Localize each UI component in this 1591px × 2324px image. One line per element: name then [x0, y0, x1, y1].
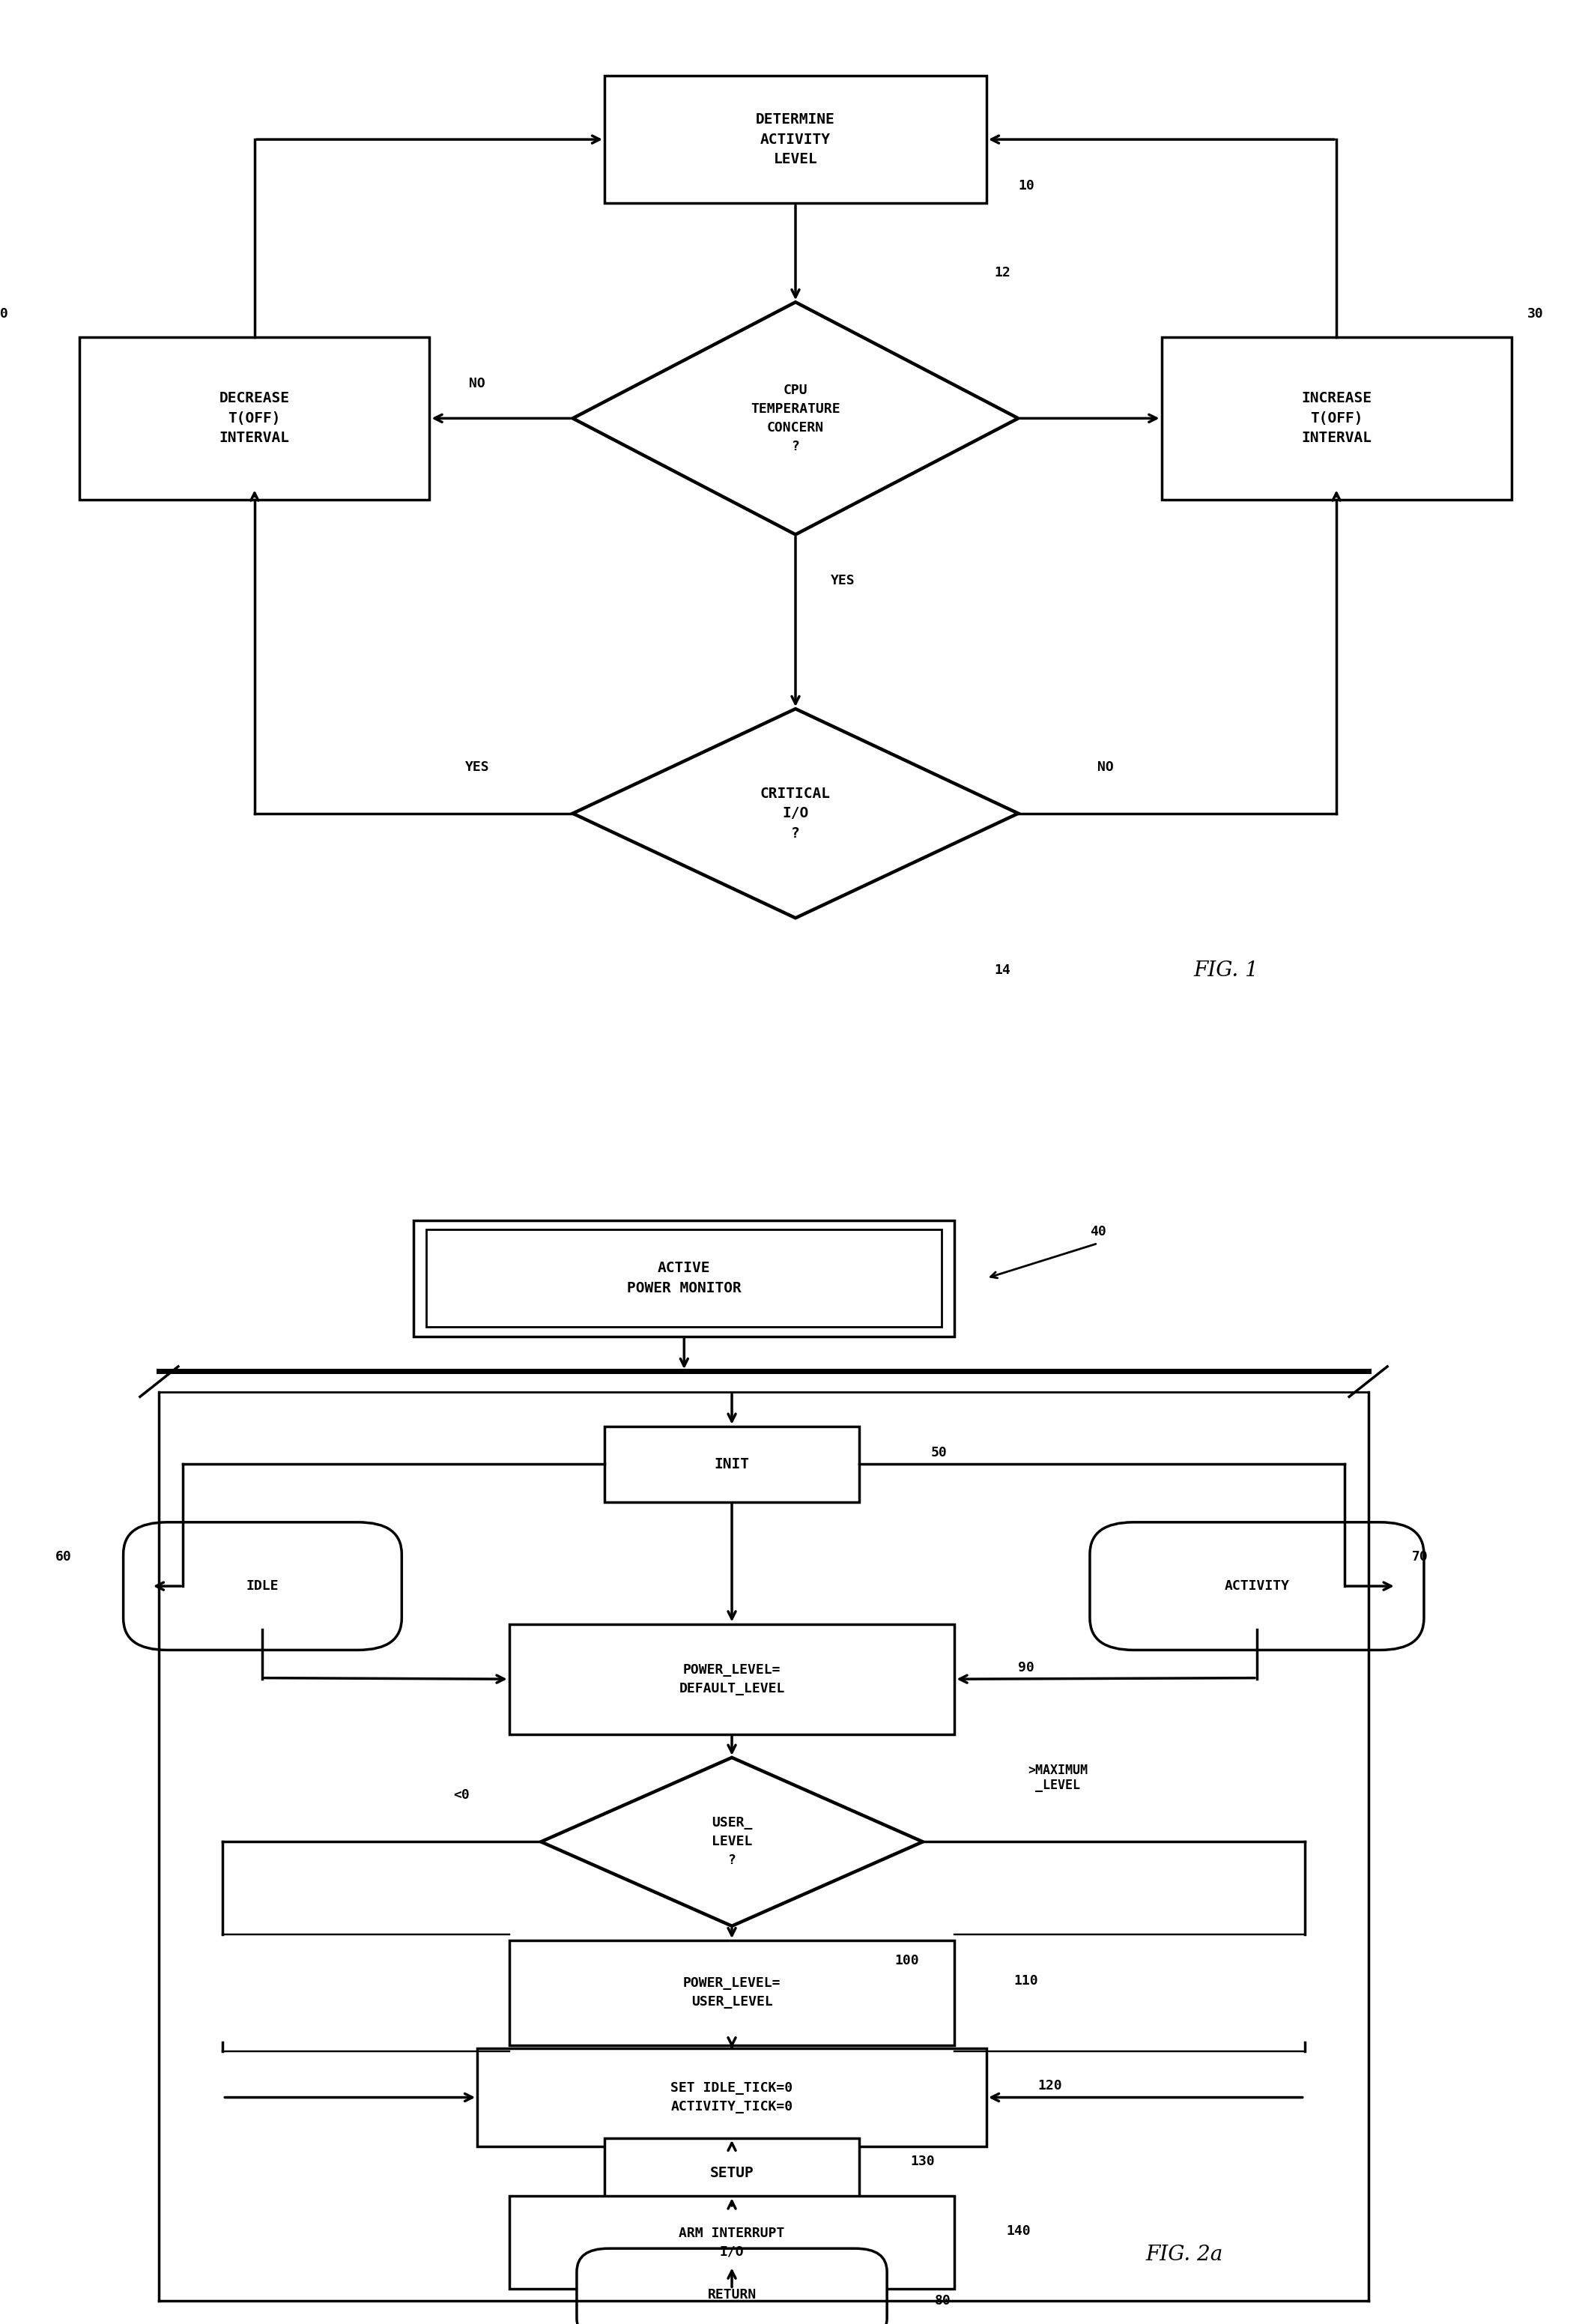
Bar [477, 2047, 986, 2147]
Text: 10: 10 [1018, 179, 1034, 193]
Bar [80, 337, 430, 500]
Bar [1161, 337, 1511, 500]
Text: RETURN: RETURN [708, 2289, 756, 2301]
Text: CPU
TEMPERATURE
CONCERN
?: CPU TEMPERATURE CONCERN ? [751, 383, 840, 453]
Text: YES: YES [831, 574, 856, 588]
Text: ACTIVE
POWER MONITOR: ACTIVE POWER MONITOR [627, 1262, 741, 1294]
FancyBboxPatch shape [1090, 1522, 1424, 1650]
Text: NO: NO [469, 376, 485, 390]
Text: 140: 140 [1006, 2224, 1031, 2238]
Text: 50: 50 [931, 1446, 947, 1459]
Bar [509, 1941, 955, 2045]
Polygon shape [573, 302, 1018, 535]
Text: <0: <0 [453, 1789, 469, 1801]
Text: 130: 130 [910, 2154, 936, 2168]
Text: 70: 70 [1411, 1550, 1429, 1564]
Text: >MAXIMUM
_LEVEL: >MAXIMUM _LEVEL [1028, 1764, 1088, 1792]
FancyBboxPatch shape [576, 2250, 886, 2324]
Text: SET IDLE_TICK=0
ACTIVITY_TICK=0: SET IDLE_TICK=0 ACTIVITY_TICK=0 [671, 2082, 792, 2113]
Text: POWER_LEVEL=
DEFAULT_LEVEL: POWER_LEVEL= DEFAULT_LEVEL [679, 1664, 784, 1694]
Text: 110: 110 [1013, 1975, 1039, 1987]
Polygon shape [541, 1757, 923, 1927]
Text: DECREASE
T(OFF)
INTERVAL: DECREASE T(OFF) INTERVAL [220, 390, 290, 446]
FancyBboxPatch shape [124, 1522, 401, 1650]
Text: 30: 30 [1527, 307, 1543, 321]
Text: POWER_LEVEL=
USER_LEVEL: POWER_LEVEL= USER_LEVEL [683, 1978, 781, 2008]
Bar [605, 1427, 859, 1501]
Bar [509, 1624, 955, 1734]
Text: FIG. 1: FIG. 1 [1193, 960, 1258, 981]
Text: 40: 40 [1090, 1225, 1106, 1239]
Text: DETERMINE
ACTIVITY
LEVEL: DETERMINE ACTIVITY LEVEL [756, 112, 835, 167]
Text: 20: 20 [0, 307, 8, 321]
Text: ARM INTERRUPT
I/O: ARM INTERRUPT I/O [679, 2226, 784, 2259]
Text: 14: 14 [994, 964, 1010, 976]
Text: SETUP: SETUP [710, 2166, 754, 2180]
Bar [605, 74, 986, 205]
Text: INCREASE
T(OFF)
INTERVAL: INCREASE T(OFF) INTERVAL [1301, 390, 1371, 446]
Text: INIT: INIT [714, 1457, 749, 1471]
Polygon shape [573, 709, 1018, 918]
Bar [509, 2196, 955, 2289]
Text: USER_
LEVEL
?: USER_ LEVEL ? [711, 1817, 753, 1866]
Text: IDLE: IDLE [247, 1580, 278, 1592]
Text: 90: 90 [1018, 1662, 1034, 1673]
Bar [414, 1220, 955, 1336]
Text: CRITICAL
I/O
?: CRITICAL I/O ? [760, 786, 831, 841]
Text: 120: 120 [1037, 2080, 1063, 2092]
Text: 12: 12 [994, 267, 1010, 279]
Text: ACTIVITY: ACTIVITY [1225, 1580, 1289, 1592]
Text: 100: 100 [894, 1954, 920, 1968]
Text: FIG. 2a: FIG. 2a [1146, 2245, 1223, 2264]
Bar [426, 1229, 942, 1327]
Text: 60: 60 [56, 1550, 72, 1564]
Bar [605, 2138, 859, 2208]
Text: 80: 80 [934, 2294, 951, 2308]
Text: NO: NO [1098, 760, 1114, 774]
Text: YES: YES [465, 760, 490, 774]
